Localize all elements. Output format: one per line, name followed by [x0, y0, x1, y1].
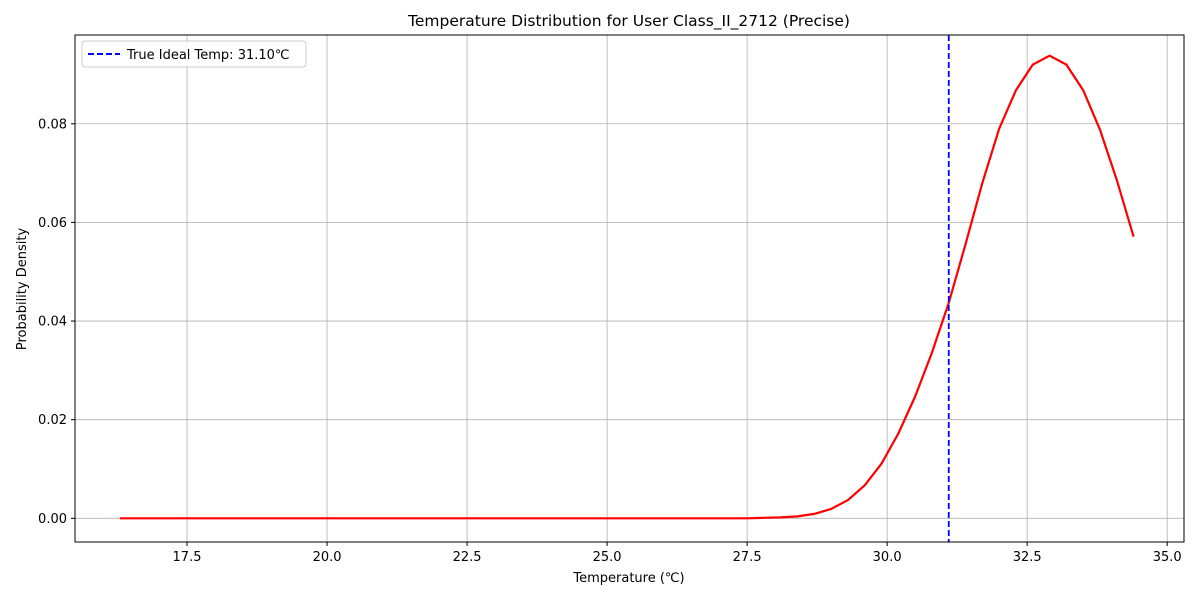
series-layer — [119, 35, 1135, 542]
x-tick-label: 17.5 — [173, 550, 202, 565]
y-tick-label: 0.06 — [38, 216, 67, 231]
legend: True Ideal Temp: 31.10℃ — [81, 40, 307, 68]
y-tick-label: 0.04 — [38, 315, 67, 330]
x-tick-label: 20.0 — [313, 550, 342, 565]
x-axis-ticks: 17.5 20.0 22.5 25.0 27.5 30.0 32.5 35.0 — [173, 542, 1182, 565]
x-axis-label: Temperature (℃) — [572, 571, 684, 586]
series-line-density — [119, 54, 1135, 520]
legend-label-ideal-temp: True Ideal Temp: 31.10℃ — [126, 48, 290, 63]
x-tick-label: 25.0 — [593, 550, 622, 565]
x-tick-label: 35.0 — [1153, 550, 1182, 565]
y-tick-label: 0.08 — [38, 117, 67, 132]
y-tick-label: 0.00 — [38, 512, 67, 527]
x-tick-label: 22.5 — [453, 550, 482, 565]
legend-box — [81, 40, 307, 68]
x-tick-label: 30.0 — [873, 550, 902, 565]
y-tick-label: 0.02 — [38, 413, 67, 428]
x-tick-label: 27.5 — [733, 550, 762, 565]
plot-frame — [74, 34, 1185, 543]
x-tick-label: 32.5 — [1013, 550, 1042, 565]
chart-title: Temperature Distribution for User Class_… — [407, 12, 850, 31]
y-axis-label: Probability Density — [15, 228, 30, 351]
y-axis-ticks: 0.00 0.02 0.04 0.06 0.08 — [38, 117, 75, 527]
